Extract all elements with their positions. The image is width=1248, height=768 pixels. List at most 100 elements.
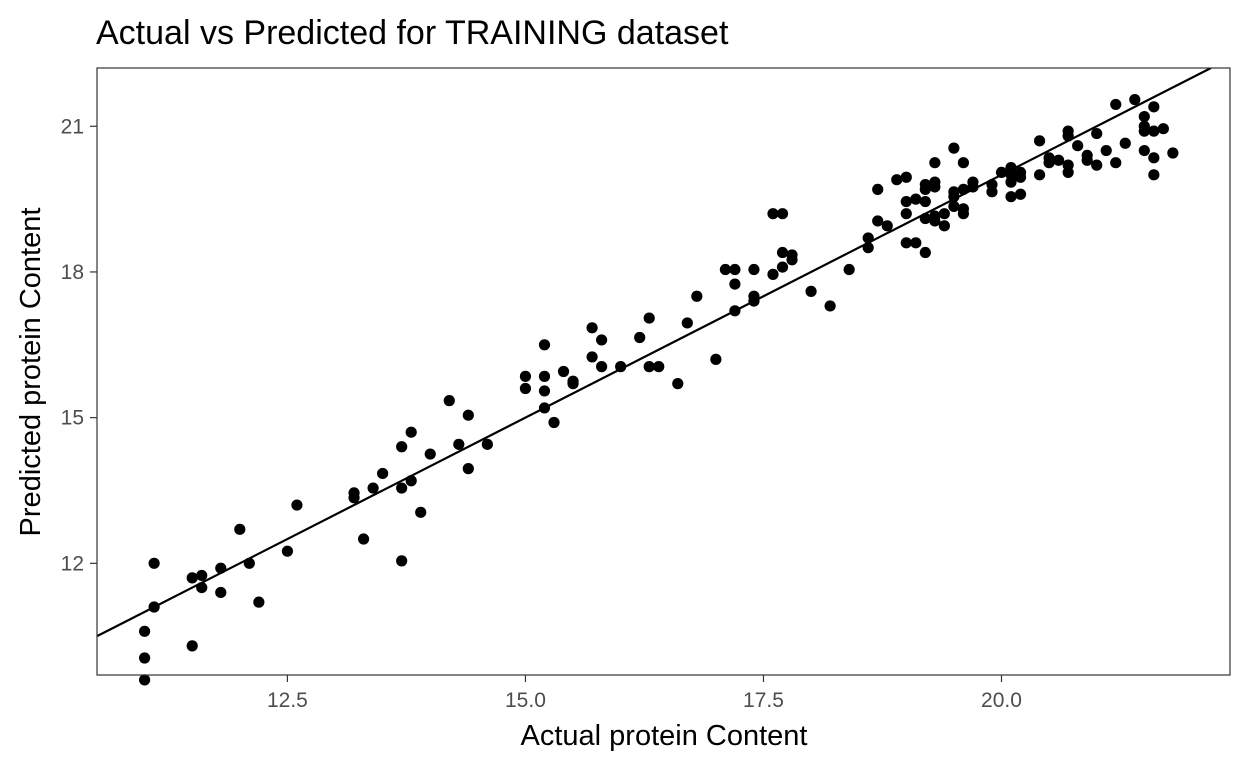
data-point xyxy=(900,237,912,249)
fit-line xyxy=(97,68,1212,638)
data-point xyxy=(1100,144,1112,157)
data-point xyxy=(196,569,208,582)
data-point xyxy=(1091,127,1103,140)
data-point xyxy=(729,305,741,317)
data-point xyxy=(948,142,960,154)
data-point xyxy=(872,215,884,227)
data-point xyxy=(367,482,379,494)
data-point xyxy=(1138,144,1150,157)
data-point xyxy=(1167,147,1179,159)
x-axis: 12.5 15.0 17.5 20.0 xyxy=(267,675,1022,712)
data-point xyxy=(215,562,227,574)
data-point xyxy=(1033,135,1046,147)
data-point xyxy=(900,171,912,183)
data-point xyxy=(396,441,408,453)
data-point xyxy=(1110,98,1122,111)
data-point xyxy=(948,191,960,203)
data-point xyxy=(748,295,760,307)
data-point xyxy=(634,331,646,344)
x-axis-label: Actual protein Content xyxy=(521,720,808,752)
data-point xyxy=(481,438,493,450)
data-point xyxy=(957,157,970,169)
data-point xyxy=(186,640,198,652)
data-point xyxy=(291,499,303,511)
data-point xyxy=(538,370,551,382)
data-point xyxy=(919,246,931,259)
data-point xyxy=(1033,169,1046,181)
data-point xyxy=(586,351,598,363)
data-point xyxy=(1110,157,1122,169)
data-point xyxy=(748,263,760,276)
data-point xyxy=(462,409,474,421)
data-point xyxy=(519,370,532,382)
data-point xyxy=(1129,93,1141,106)
data-point xyxy=(929,215,941,227)
plot-area xyxy=(96,67,1231,686)
data-point xyxy=(891,174,903,186)
data-point xyxy=(567,378,579,390)
data-point xyxy=(957,183,970,195)
data-point xyxy=(348,492,360,504)
data-point xyxy=(1148,152,1160,164)
data-point xyxy=(139,625,151,637)
data-point xyxy=(938,220,950,232)
data-point xyxy=(967,181,979,193)
data-point xyxy=(986,186,998,198)
x-tick-label: 15.0 xyxy=(505,689,546,712)
data-point xyxy=(405,475,417,487)
data-point xyxy=(1014,171,1027,183)
data-point xyxy=(538,339,551,351)
data-point xyxy=(643,312,655,324)
fit-line-layer xyxy=(97,68,1212,638)
x-tick-label: 12.5 xyxy=(267,689,308,712)
data-point xyxy=(938,208,950,220)
data-point xyxy=(443,395,455,407)
data-point xyxy=(519,382,532,395)
data-point xyxy=(215,586,227,599)
data-point xyxy=(196,581,208,594)
data-point xyxy=(148,557,160,569)
data-point xyxy=(710,353,722,365)
data-point xyxy=(862,232,874,244)
data-point xyxy=(929,181,941,193)
data-point xyxy=(1148,101,1160,113)
data-point xyxy=(900,195,912,208)
data-point xyxy=(1043,157,1055,169)
y-tick-label: 12 xyxy=(61,552,84,575)
data-point xyxy=(538,385,551,397)
data-point xyxy=(1148,169,1160,181)
data-point xyxy=(681,317,693,329)
data-point xyxy=(995,166,1008,179)
data-point xyxy=(1138,125,1150,137)
data-point xyxy=(919,183,931,195)
data-point xyxy=(538,402,551,414)
data-point xyxy=(1148,125,1160,137)
data-point xyxy=(396,482,408,494)
data-point xyxy=(396,555,408,567)
data-point xyxy=(243,557,255,569)
data-point xyxy=(824,300,836,312)
data-point xyxy=(805,285,817,297)
data-point xyxy=(643,361,655,373)
data-point xyxy=(415,506,427,518)
x-tick-label: 17.5 xyxy=(743,689,784,712)
data-point xyxy=(929,157,941,169)
data-point xyxy=(1005,176,1017,188)
data-point xyxy=(596,361,608,373)
y-tick-label: 15 xyxy=(61,407,84,430)
data-point xyxy=(872,183,884,195)
data-point xyxy=(1062,130,1074,142)
data-point xyxy=(900,208,912,220)
data-point xyxy=(186,572,198,584)
data-point xyxy=(1081,154,1093,166)
data-point xyxy=(281,545,294,557)
chart-title: Actual vs Predicted for TRAINING dataset xyxy=(96,14,729,52)
data-point xyxy=(1005,191,1017,203)
data-point xyxy=(729,278,741,290)
y-axis: 12 15 18 21 xyxy=(61,115,97,575)
data-point xyxy=(234,523,246,535)
data-point xyxy=(615,361,627,373)
data-point xyxy=(1119,137,1131,149)
data-point xyxy=(767,268,779,280)
